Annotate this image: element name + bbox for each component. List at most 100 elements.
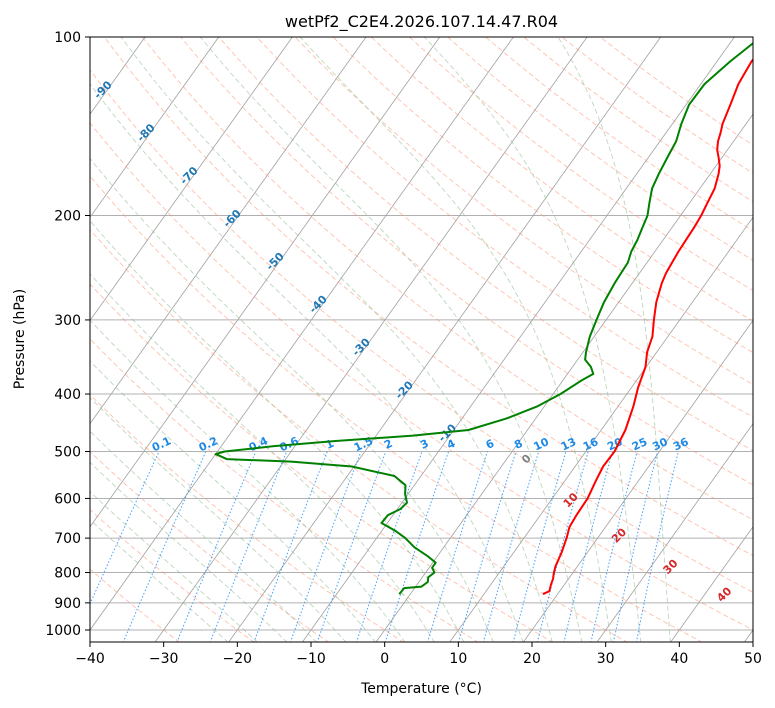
y-tick-label: 400 (54, 387, 81, 403)
isotherm-line (154, 37, 588, 642)
dry-adiabat-line (90, 338, 479, 642)
dry-adiabat-line (180, 37, 753, 486)
isotherm-line (449, 216, 753, 642)
mixing-ratio-label: 25 (630, 435, 649, 453)
dry-adiabat-line (90, 283, 554, 642)
moist-adiabat-line (199, 37, 583, 642)
moist-adiabat-line (424, 37, 642, 642)
mixing-ratio-label: 16 (581, 435, 601, 453)
y-axis-label: Pressure (hPa) (12, 289, 28, 389)
dewpoint-profile-line (214, 42, 753, 595)
moist-adiabat-label: -40 (307, 293, 330, 316)
moist-adiabat-line (90, 157, 494, 642)
mixing-ratio-line (563, 451, 613, 642)
mixing-ratio-line (590, 451, 638, 642)
moist-adiabat-line (90, 220, 465, 642)
x-tick-label: 10 (449, 651, 467, 667)
profile-lines (214, 42, 753, 596)
moist-adiabat-label: -70 (177, 164, 200, 187)
dry-adiabat-line (332, 37, 753, 354)
isotherm-line (90, 37, 293, 322)
mixing-ratio-line (512, 451, 567, 642)
moist-adiabat-line (90, 430, 317, 642)
isotherm-line (90, 37, 220, 218)
dry-adiabat-label: 40 (714, 584, 734, 604)
dry-adiabat-line (409, 37, 753, 292)
moist-adiabat-label: -30 (350, 335, 373, 358)
isotherm-line (90, 37, 514, 631)
mixing-ratio-line (384, 451, 450, 642)
mixing-ratio-line (458, 451, 517, 642)
mixing-ratio-label: 2 (382, 437, 394, 452)
moist-adiabat-line (557, 37, 671, 642)
x-tick-label: 50 (744, 651, 762, 667)
dry-adiabat-line (294, 37, 753, 386)
isotherm-line (596, 422, 753, 642)
moist-adiabat-line (90, 273, 435, 642)
x-tick-label: −20 (223, 651, 253, 667)
moist-adiabat-line (90, 397, 347, 642)
dry-adiabat-line (90, 394, 404, 642)
dry-adiabat-line (90, 509, 255, 642)
mixing-ratio-label: 13 (559, 435, 578, 453)
y-tick-label: 700 (54, 531, 81, 547)
isotherm-line (228, 37, 662, 642)
isotherm-line (375, 113, 753, 642)
axes: −40 −30 −20 −10 0 10 20 30 40 5010020030040050060… (45, 30, 762, 667)
moist-adiabat-line (90, 319, 406, 642)
dry-adiabat-line (599, 37, 753, 146)
dry-adiabat-line (218, 37, 753, 452)
mixing-ratio-label: 8 (512, 437, 524, 452)
moist-adiabat-line (90, 83, 524, 642)
moist-adiabat-line (90, 360, 376, 642)
isotherm-line (743, 629, 753, 642)
mixing-ratio-line (90, 451, 160, 606)
temperature-profile-line (542, 57, 753, 596)
isotherm-line (522, 319, 753, 642)
mixing-ratio-line (176, 451, 257, 642)
mixing-ratio-label: 1 (324, 437, 336, 452)
moist-adiabat-label: -20 (393, 378, 416, 401)
background-lines (0, 37, 753, 643)
x-tick-label: 20 (523, 651, 541, 667)
y-tick-label: 800 (54, 566, 81, 582)
x-tick-label: −30 (149, 651, 179, 667)
dry-adiabat-line (90, 568, 180, 642)
x-tick-label: 30 (597, 651, 615, 667)
dry-adiabat-line (370, 37, 753, 322)
y-tick-label: 100 (54, 30, 81, 46)
moist-adiabat-label: -80 (134, 121, 157, 144)
x-tick-label: 40 (670, 651, 688, 667)
mixing-ratio-line (482, 451, 540, 642)
dry-adiabat-label: 0 (519, 452, 534, 467)
mixing-ratio-line (122, 451, 207, 642)
mixing-ratio-line (209, 451, 288, 642)
x-axis-label: Temperature (°C) (360, 681, 482, 697)
dry-adiabat-line (90, 69, 753, 593)
x-tick-label: 0 (380, 651, 389, 667)
isotherm-line (670, 526, 753, 642)
chart-title: wetPf2_C2E4.2026.107.14.47.R04 (285, 12, 558, 32)
mixing-ratio-line (613, 451, 659, 642)
mixing-ratio-line (427, 451, 488, 642)
mixing-ratio-line (316, 451, 387, 642)
moist-adiabat-line (299, 37, 612, 642)
mixing-ratio-label: 36 (671, 435, 691, 453)
mixing-ratio-line (355, 451, 423, 642)
y-tick-label: 600 (54, 491, 81, 507)
dry-adiabat-line (103, 37, 753, 557)
moist-adiabat-line (90, 519, 229, 642)
mixing-ratio-line (635, 451, 679, 642)
moist-adiabat-label: -90 (91, 78, 114, 101)
dry-adiabat-line (90, 229, 628, 642)
dry-adiabat-line (90, 122, 753, 631)
moist-adiabat-label: -60 (221, 207, 244, 230)
isotherm-line (90, 37, 441, 528)
moist-adiabat-line (120, 37, 553, 642)
mixing-ratio-label: 30 (650, 435, 670, 453)
y-tick-label: 500 (54, 444, 81, 460)
x-tick-label: −10 (296, 651, 326, 667)
isotherm-line (0, 37, 71, 643)
isotherm-line (90, 37, 367, 425)
